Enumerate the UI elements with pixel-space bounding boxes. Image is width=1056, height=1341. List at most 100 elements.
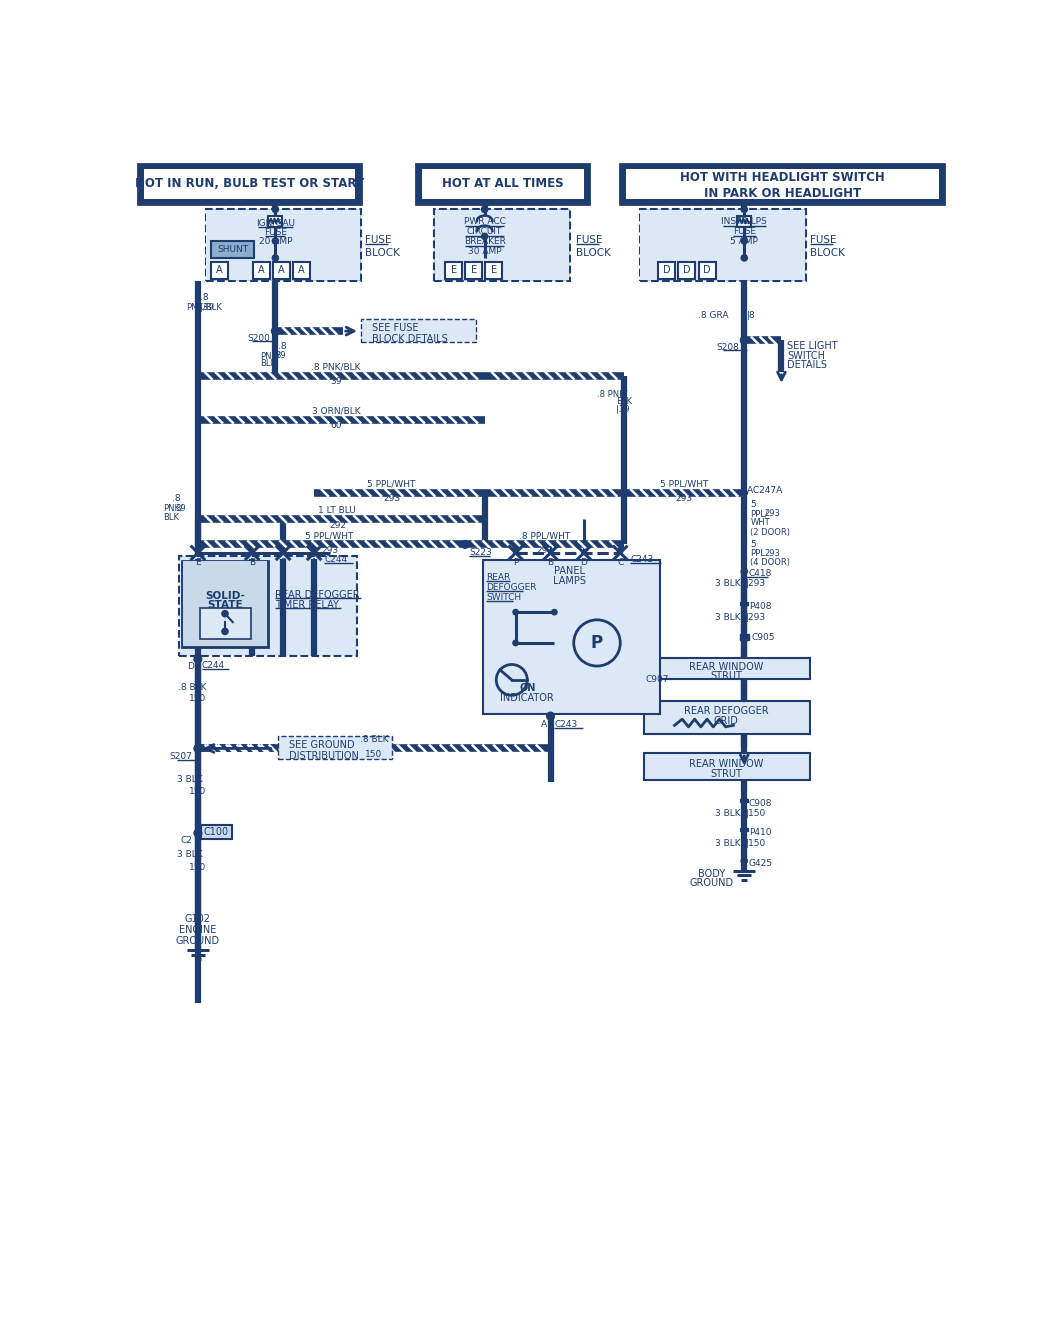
Bar xyxy=(483,559,660,713)
Text: 293: 293 xyxy=(536,546,553,555)
Text: ENGINE: ENGINE xyxy=(180,925,216,935)
Text: D: D xyxy=(663,266,671,275)
Circle shape xyxy=(741,255,748,261)
Text: HOT AT ALL TIMES: HOT AT ALL TIMES xyxy=(441,177,563,189)
Circle shape xyxy=(272,255,279,261)
Text: 5 PPL/WHT: 5 PPL/WHT xyxy=(305,531,354,540)
Text: STRUT: STRUT xyxy=(711,670,742,681)
Text: E: E xyxy=(195,558,201,567)
Text: 292: 292 xyxy=(328,520,346,530)
Text: P: P xyxy=(591,634,603,652)
Bar xyxy=(206,209,361,282)
Text: C244: C244 xyxy=(324,555,347,563)
Text: FUSE: FUSE xyxy=(733,227,756,236)
Bar xyxy=(201,826,232,839)
Bar xyxy=(466,261,483,279)
Text: 3 BLK: 3 BLK xyxy=(177,850,203,860)
Text: GROUND: GROUND xyxy=(175,936,220,945)
Text: DETAILS: DETAILS xyxy=(787,359,827,370)
Circle shape xyxy=(573,620,620,666)
Text: .8 PPL/WHT: .8 PPL/WHT xyxy=(520,531,570,540)
Circle shape xyxy=(272,237,279,244)
Bar xyxy=(658,261,675,279)
Circle shape xyxy=(194,744,202,752)
Bar xyxy=(486,261,503,279)
Text: C247A: C247A xyxy=(751,485,782,495)
Text: PNK/: PNK/ xyxy=(163,504,183,512)
Text: P410: P410 xyxy=(749,827,771,837)
Text: 5: 5 xyxy=(751,540,756,548)
Text: D: D xyxy=(581,558,587,567)
Text: BLK: BLK xyxy=(617,397,633,406)
Text: |39: |39 xyxy=(617,405,629,414)
Text: E: E xyxy=(491,266,497,275)
Text: B: B xyxy=(547,558,553,567)
Text: SWITCH: SWITCH xyxy=(486,593,522,602)
Circle shape xyxy=(194,829,202,837)
Bar xyxy=(435,211,569,280)
Text: .8: .8 xyxy=(278,342,286,351)
Text: PNK/BLK: PNK/BLK xyxy=(186,303,222,311)
Bar xyxy=(294,261,310,279)
Bar xyxy=(361,319,476,342)
Text: S200: S200 xyxy=(247,334,270,342)
Text: C244: C244 xyxy=(202,661,225,669)
Bar xyxy=(739,634,749,640)
Text: |150: |150 xyxy=(746,810,766,818)
Text: 293: 293 xyxy=(765,510,780,518)
Text: C907: C907 xyxy=(646,675,670,684)
Text: LAMPS: LAMPS xyxy=(552,577,586,586)
Bar xyxy=(678,261,696,279)
Circle shape xyxy=(547,712,554,720)
Bar xyxy=(274,261,290,279)
Text: |150: |150 xyxy=(746,838,766,848)
Circle shape xyxy=(741,601,748,607)
Text: C418: C418 xyxy=(749,569,772,578)
Bar xyxy=(643,701,810,734)
Bar xyxy=(201,609,250,640)
Text: .8: .8 xyxy=(172,495,181,503)
Text: 150: 150 xyxy=(365,750,382,759)
Text: SEE LIGHT: SEE LIGHT xyxy=(787,342,837,351)
Text: |293: |293 xyxy=(746,613,766,622)
Text: BLOCK DETAILS: BLOCK DETAILS xyxy=(373,334,448,343)
Text: D: D xyxy=(703,266,711,275)
Circle shape xyxy=(513,640,518,645)
Text: FUSE: FUSE xyxy=(810,235,836,245)
Circle shape xyxy=(222,629,228,634)
Text: STRUT: STRUT xyxy=(711,768,742,779)
Text: E: E xyxy=(451,266,456,275)
Text: STATE: STATE xyxy=(207,601,243,610)
Text: |8: |8 xyxy=(747,311,755,320)
Text: 5 PPL/WHT: 5 PPL/WHT xyxy=(660,480,708,489)
Text: SOLID-: SOLID- xyxy=(205,591,245,601)
Circle shape xyxy=(222,610,228,617)
Text: 3 BLK: 3 BLK xyxy=(715,838,740,848)
Bar xyxy=(268,216,282,227)
Text: 3 BLK: 3 BLK xyxy=(715,613,740,622)
Text: 150: 150 xyxy=(189,787,207,797)
Text: A: A xyxy=(258,266,265,275)
Bar xyxy=(640,209,806,282)
Text: 150: 150 xyxy=(189,693,207,703)
Text: 150: 150 xyxy=(189,862,207,872)
Text: PNK/: PNK/ xyxy=(260,351,280,361)
Circle shape xyxy=(741,798,748,803)
Text: 20 AMP: 20 AMP xyxy=(259,237,293,247)
Text: 39: 39 xyxy=(276,351,286,361)
Bar xyxy=(640,211,806,280)
Text: 5 AMP: 5 AMP xyxy=(731,237,758,247)
Text: G102: G102 xyxy=(185,915,211,924)
Text: 3 BLK: 3 BLK xyxy=(715,579,740,589)
Circle shape xyxy=(272,207,279,212)
Text: .8 GRA: .8 GRA xyxy=(698,311,729,320)
Text: 39: 39 xyxy=(175,504,186,512)
Text: D: D xyxy=(683,266,691,275)
Text: SEE GROUND: SEE GROUND xyxy=(289,740,355,751)
Bar xyxy=(445,261,463,279)
Bar xyxy=(144,169,355,200)
Text: CIRCUIT: CIRCUIT xyxy=(467,227,503,236)
Circle shape xyxy=(482,233,488,240)
Text: FUSE: FUSE xyxy=(577,235,603,245)
Bar xyxy=(183,562,267,646)
